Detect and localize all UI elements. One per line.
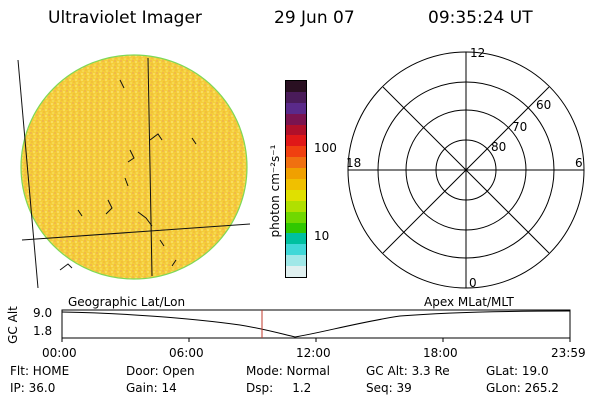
colorbar — [285, 80, 307, 278]
lat-label-80: 80 — [491, 140, 507, 154]
mlt-label-18: 18 — [346, 156, 362, 170]
colorbar-tick-100: 100 — [314, 141, 337, 155]
colorbar-band — [286, 91, 306, 103]
header-time: 09:35:24 UT — [428, 8, 533, 28]
info-ip: IP: 36.0 — [10, 381, 56, 395]
imager-disk — [20, 54, 248, 280]
colorbar-band — [286, 135, 306, 147]
mlt-label-6: 6 — [575, 156, 583, 170]
colorbar-band — [286, 168, 306, 180]
colorbar-band — [286, 113, 306, 125]
info-mode: Mode: Normal — [246, 364, 330, 378]
colorbar-band — [286, 179, 306, 190]
timeline-xtick-3: 18:00 — [423, 346, 458, 360]
colorbar-band — [286, 81, 306, 92]
colorbar-band — [286, 146, 306, 158]
colorbar-band — [286, 255, 306, 267]
info-gc-alt: GC Alt: 3.3 Re — [366, 364, 450, 378]
mlt-label-12: 12 — [470, 46, 486, 60]
timeline-xtick-4: 23:59 — [551, 346, 586, 360]
colorbar-band — [286, 124, 306, 136]
lat-label-70: 70 — [512, 120, 528, 134]
timeline-xtick-0: 00:00 — [42, 346, 77, 360]
colorbar-band — [286, 244, 306, 256]
info-glon: GLon: 265.2 — [486, 381, 559, 395]
mlt-label-0: 0 — [469, 276, 477, 290]
info-dsp: Dsp: 1.2 — [246, 381, 312, 395]
colorbar-tick-10: 10 — [314, 229, 330, 243]
info-flight: Flt: HOME — [10, 364, 70, 378]
colorbar-band — [286, 200, 306, 212]
timeline-right-label: Apex MLat/MLT — [424, 295, 514, 309]
colorbar-band — [286, 266, 306, 278]
info-glat: GLat: 19.0 — [486, 364, 549, 378]
timeline-ytick-bottom: 1.8 — [33, 324, 53, 338]
geo-grid-lines — [17, 57, 251, 289]
lat-label-60: 60 — [536, 98, 552, 112]
altitude-curve — [61, 310, 571, 338]
colorbar-band — [286, 189, 306, 201]
timeline-xtick-1: 06:00 — [169, 346, 204, 360]
app-title: Ultraviolet Imager — [48, 8, 202, 28]
timeline-ytick-top: 9.0 — [33, 306, 53, 320]
timeline-xtick-2: 12:00 — [296, 346, 331, 360]
colorbar-band — [286, 233, 306, 245]
info-gain: Gain: 14 — [126, 381, 177, 395]
colorbar-band — [286, 157, 306, 169]
colorbar-band — [286, 222, 306, 234]
info-door: Door: Open — [126, 364, 195, 378]
colorbar-band — [286, 211, 306, 223]
info-seq: Seq: 39 — [366, 381, 412, 395]
colorbar-band — [286, 102, 306, 114]
header-date: 29 Jun 07 — [274, 8, 355, 28]
timeline-left-label: Geographic Lat/Lon — [68, 295, 186, 309]
